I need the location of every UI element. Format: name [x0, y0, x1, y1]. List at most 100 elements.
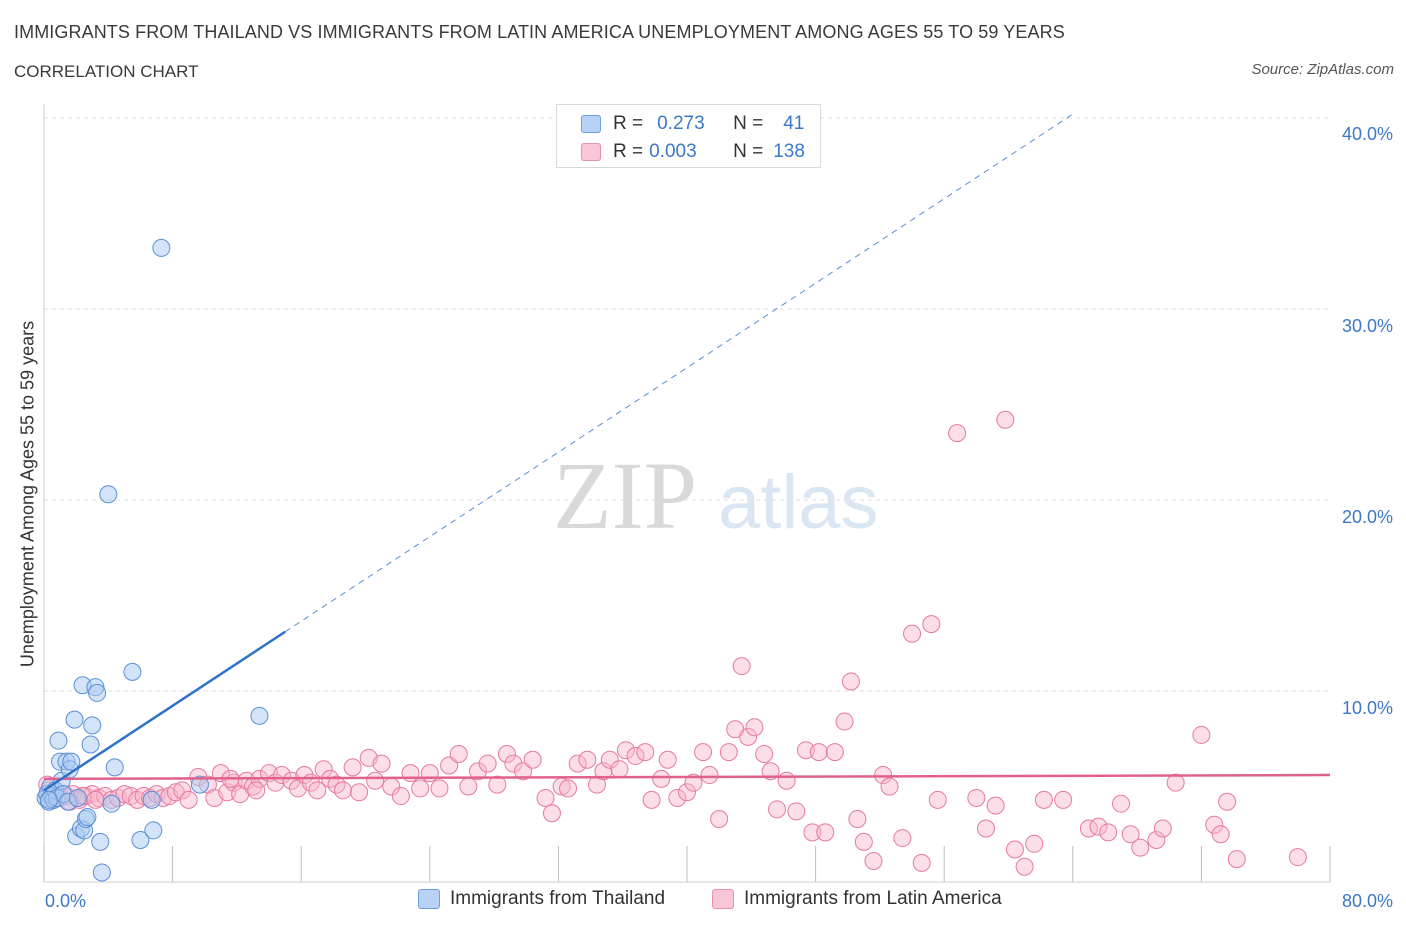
- latin-america-point: [401, 764, 420, 783]
- thailand-point: [78, 808, 97, 827]
- thailand-point: [250, 706, 269, 725]
- latin-america-point: [652, 769, 671, 788]
- correlation-legend: R = 0.273 N = 41 R = 0.003 N = 138: [556, 104, 821, 168]
- latin-swatch: [581, 143, 601, 161]
- latin-america-point: [504, 754, 523, 773]
- thailand-point: [91, 832, 110, 851]
- latin-america-point: [247, 781, 266, 800]
- latin-america-point: [1015, 857, 1034, 876]
- latin-america-point: [488, 775, 507, 794]
- latin-america-point: [948, 424, 967, 443]
- latin-america-point: [835, 712, 854, 731]
- latin-america-point: [967, 788, 986, 807]
- latin-america-point: [610, 760, 629, 779]
- latin-america-point: [825, 743, 844, 762]
- latin-america-point: [1131, 838, 1150, 857]
- latin-america-point: [523, 750, 542, 769]
- latin-america-point: [658, 750, 677, 769]
- latin-america-point: [86, 790, 105, 809]
- n-value: 41: [783, 113, 805, 134]
- latin-america-point: [755, 745, 774, 764]
- gridlines: [44, 117, 1330, 692]
- legend-row-thailand: R = 0.273 N = 41: [581, 111, 804, 137]
- x-tick-label: 0.0%: [45, 891, 87, 911]
- latin-america-point: [497, 745, 516, 764]
- latin-america-point: [469, 762, 488, 781]
- latin-america-point: [928, 790, 947, 809]
- latin-america-point: [420, 764, 439, 783]
- latin-america-point: [559, 779, 578, 798]
- thailand-point: [49, 731, 68, 750]
- latin-america-point: [616, 741, 635, 760]
- latin-america-point: [440, 756, 459, 775]
- latin-america-point: [594, 762, 613, 781]
- latin-america-point: [996, 410, 1015, 429]
- y-tick-label: 30.0%: [1341, 316, 1393, 336]
- thailand-swatch: [581, 115, 601, 133]
- latin-america-point: [694, 743, 713, 762]
- thailand-point: [65, 710, 84, 729]
- latin-america-point: [1005, 840, 1024, 859]
- latin-america-point: [411, 779, 430, 798]
- thailand-trendline-extension: [284, 113, 1074, 633]
- y-tick-label: 20.0%: [1341, 507, 1393, 527]
- r-label: R =: [613, 113, 644, 134]
- y-tick-label: 10.0%: [1341, 698, 1393, 718]
- n-label: N =: [733, 141, 764, 162]
- latin-america-point: [678, 783, 696, 802]
- latin-america-point: [719, 743, 738, 762]
- chart-title: IMMIGRANTS FROM THAILAND VS IMMIGRANTS F…: [14, 22, 1065, 42]
- thailand-point: [81, 735, 100, 754]
- latin-america-point: [809, 743, 828, 762]
- latin-america-point: [1112, 794, 1131, 813]
- thailand-point: [39, 790, 58, 809]
- latin-america-point: [880, 777, 899, 796]
- latin-america-point: [848, 809, 867, 828]
- latin-america-point: [732, 657, 751, 676]
- latin-america-point: [1099, 823, 1118, 842]
- latin-america-point: [768, 800, 787, 819]
- latin-america-point: [173, 781, 192, 800]
- latin-america-point: [391, 787, 410, 806]
- latin-america-point: [745, 718, 764, 737]
- x-tick-label: 80.0%: [1341, 891, 1393, 911]
- chart-subtitle: CORRELATION CHART: [14, 62, 199, 81]
- latin-america-point: [449, 745, 468, 764]
- latin-america-point: [1227, 850, 1246, 869]
- latin-america-point: [739, 727, 758, 746]
- legend-label-latin: Immigrants from Latin America: [744, 888, 1002, 909]
- thailand-point: [62, 752, 81, 771]
- legend-item-thailand: Immigrants from Thailand: [418, 888, 665, 910]
- latin-america-point: [816, 823, 835, 842]
- latin-america-point: [1121, 825, 1140, 844]
- latin-america-point: [514, 762, 533, 781]
- latin-america-point: [922, 615, 941, 634]
- latin-america-point: [777, 771, 796, 790]
- latin-america-point: [1089, 817, 1108, 836]
- latin-america-point: [684, 773, 703, 792]
- latin-america-point: [626, 746, 645, 765]
- latin-america-point: [1205, 815, 1224, 834]
- thailand-point: [92, 863, 111, 882]
- latin-america-point: [841, 672, 860, 691]
- r-value: 0.003: [649, 141, 697, 162]
- thailand-trendline: [43, 630, 286, 792]
- legend-item-latin: Immigrants from Latin America: [712, 888, 1002, 910]
- y-tick-label: 40.0%: [1341, 124, 1393, 144]
- thailand-point: [152, 238, 171, 257]
- thailand-point: [68, 788, 87, 807]
- legend-label-thailand: Immigrants from Thailand: [450, 888, 666, 909]
- latin-america-point: [1153, 819, 1172, 838]
- latin-america-point: [1025, 834, 1044, 853]
- n-value: 138: [773, 141, 805, 162]
- axes: [43, 104, 1331, 883]
- thailand-point: [88, 683, 107, 702]
- latin-america-point: [1288, 848, 1307, 867]
- r-label: R =: [613, 141, 644, 162]
- watermark: ZIP atlas: [553, 442, 879, 549]
- source-credit: Source: ZipAtlas.com: [1251, 61, 1394, 78]
- latin-america-point: [986, 796, 1005, 815]
- latin-america-point: [600, 750, 619, 769]
- latin-america-point: [1211, 825, 1230, 844]
- latin-america-point: [542, 804, 561, 823]
